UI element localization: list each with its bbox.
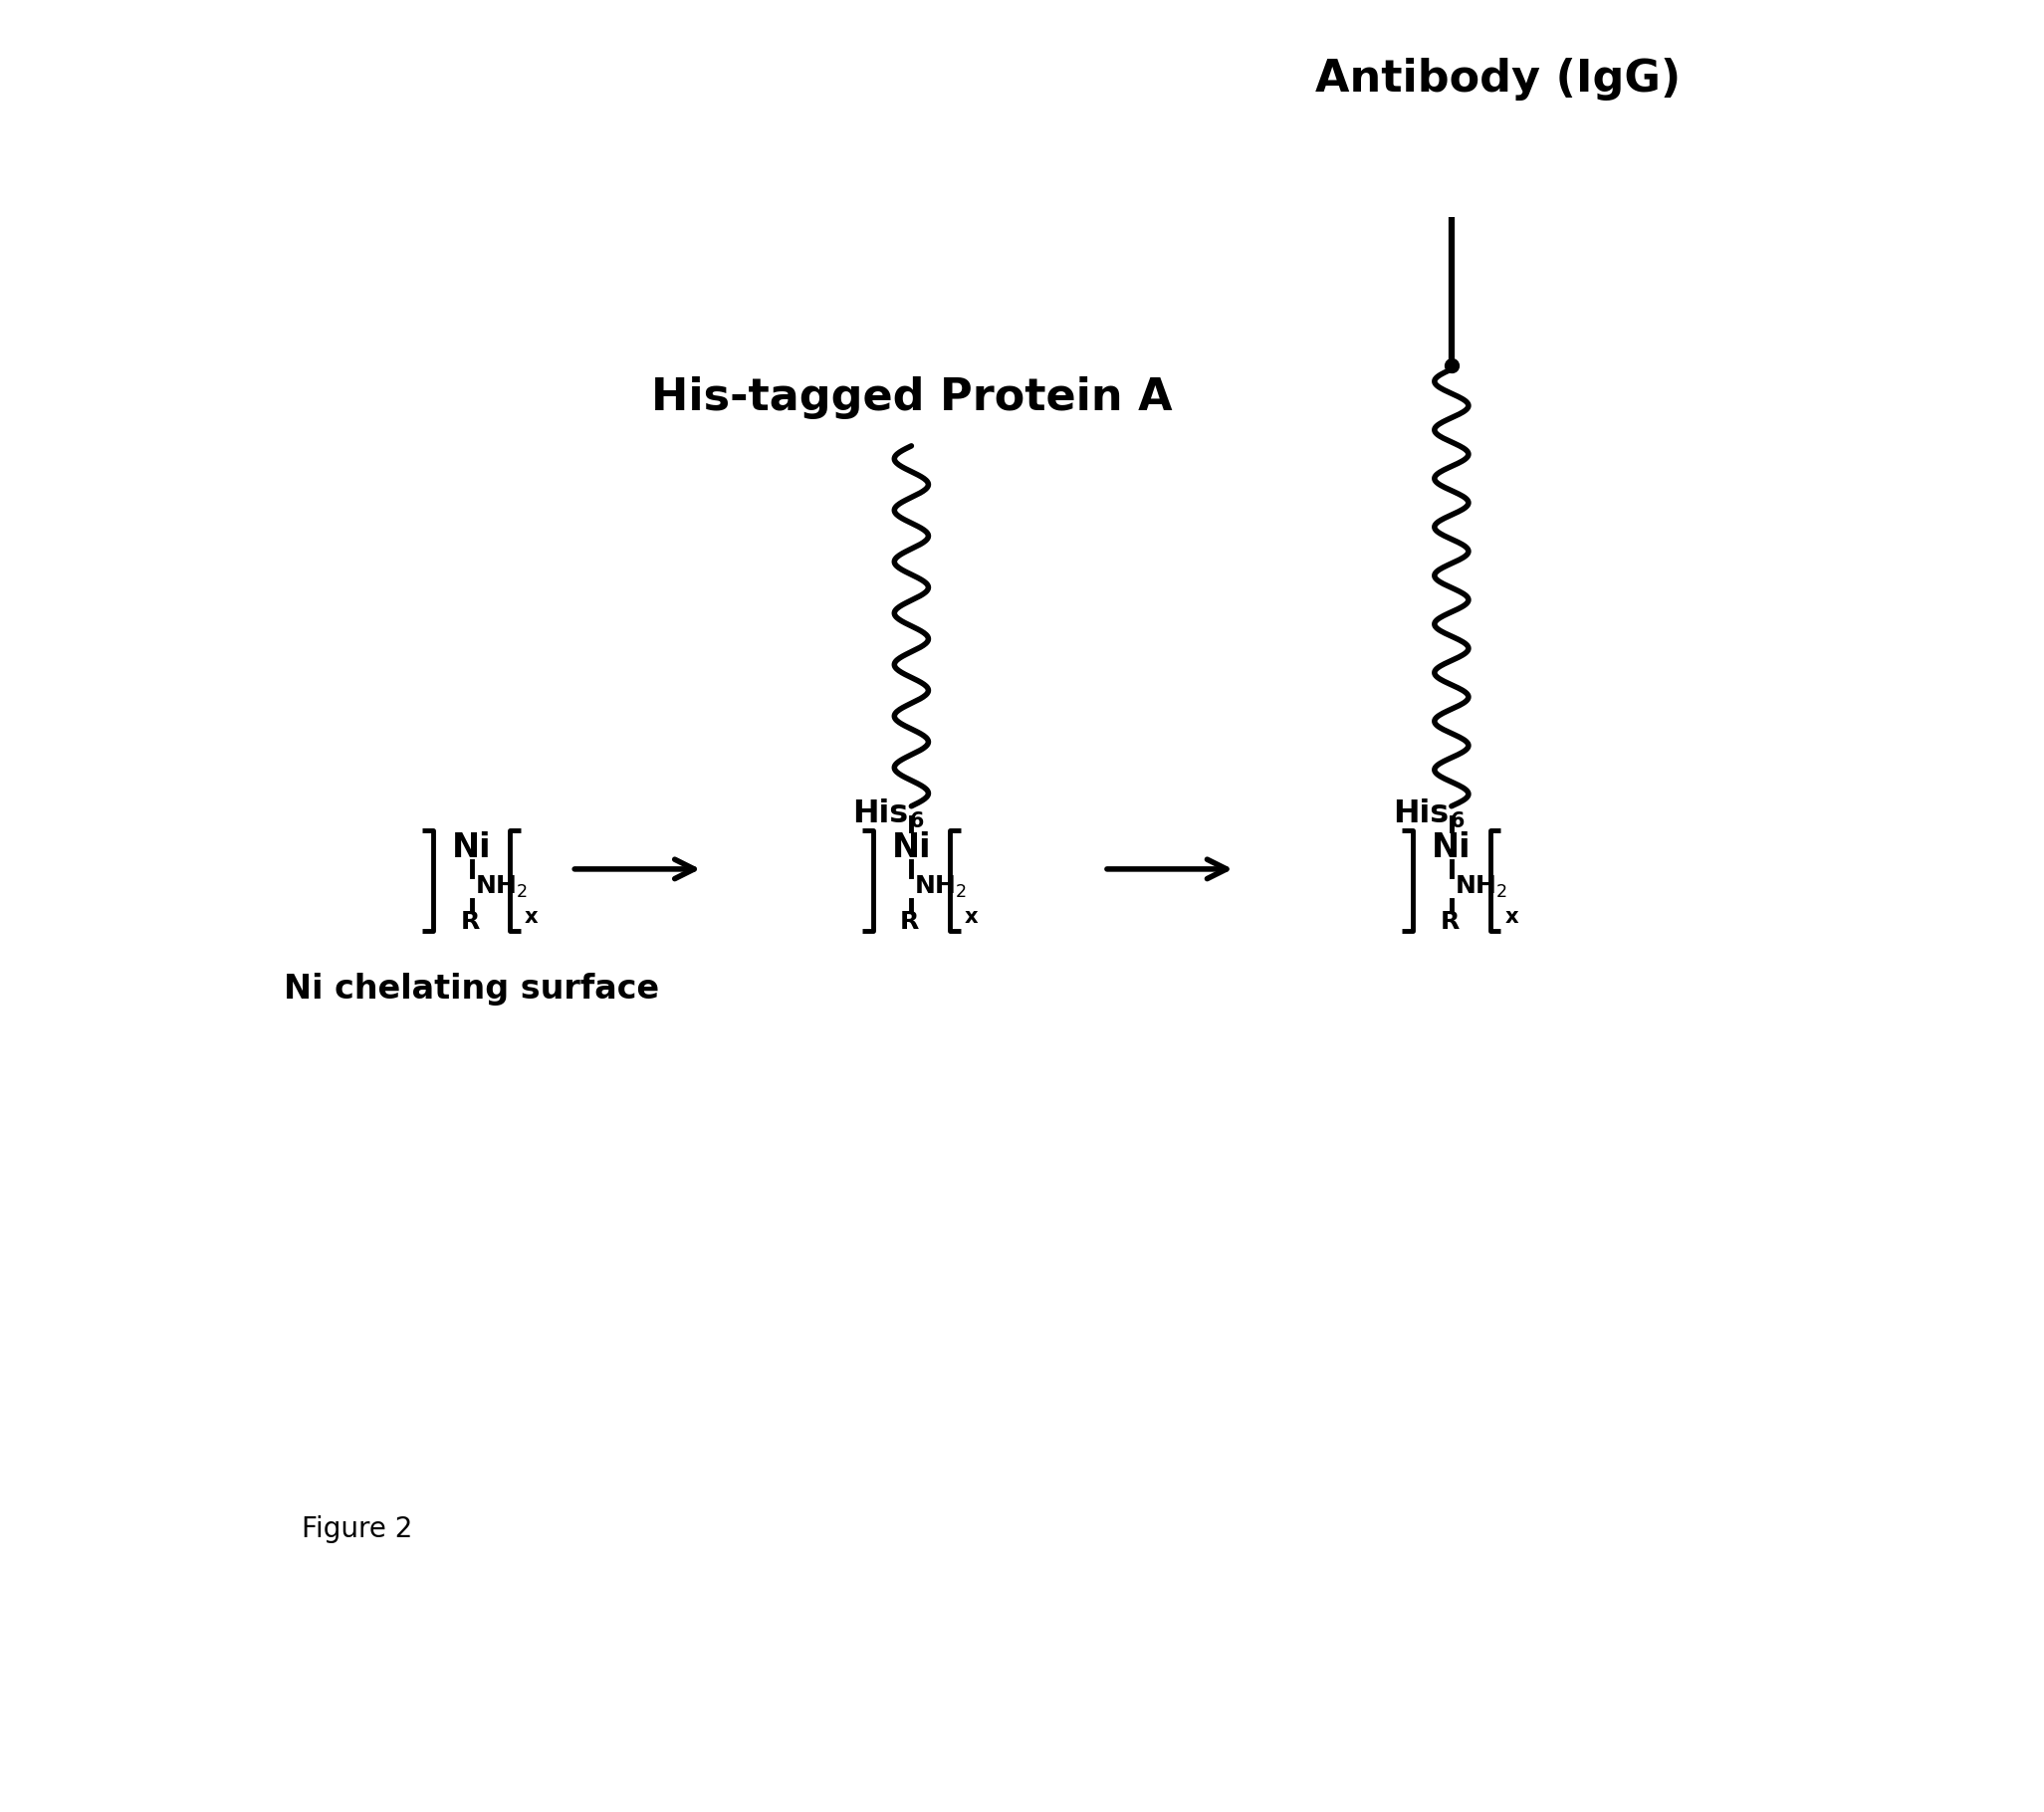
Text: Antibody (IgG): Antibody (IgG) bbox=[1314, 58, 1680, 101]
Text: 6: 6 bbox=[1449, 812, 1464, 832]
Text: Ni: Ni bbox=[452, 832, 491, 864]
Text: x: x bbox=[525, 906, 538, 926]
Text: NH$_2$: NH$_2$ bbox=[474, 875, 527, 901]
Text: Ni: Ni bbox=[1431, 832, 1472, 864]
Text: Ni: Ni bbox=[891, 832, 930, 864]
Text: Figure 2: Figure 2 bbox=[303, 1517, 413, 1544]
Text: x: x bbox=[1504, 906, 1519, 926]
Text: x: x bbox=[965, 906, 979, 926]
Text: R: R bbox=[460, 910, 480, 933]
Text: R: R bbox=[899, 910, 920, 933]
Text: NH$_2$: NH$_2$ bbox=[1455, 875, 1506, 901]
Text: R: R bbox=[1441, 910, 1459, 933]
Text: His: His bbox=[1392, 799, 1449, 830]
Text: Ni chelating surface: Ni chelating surface bbox=[284, 973, 660, 1006]
Text: His-tagged Protein A: His-tagged Protein A bbox=[650, 377, 1171, 419]
Text: NH$_2$: NH$_2$ bbox=[914, 875, 967, 901]
Text: His: His bbox=[852, 799, 908, 830]
Text: 6: 6 bbox=[910, 812, 924, 832]
